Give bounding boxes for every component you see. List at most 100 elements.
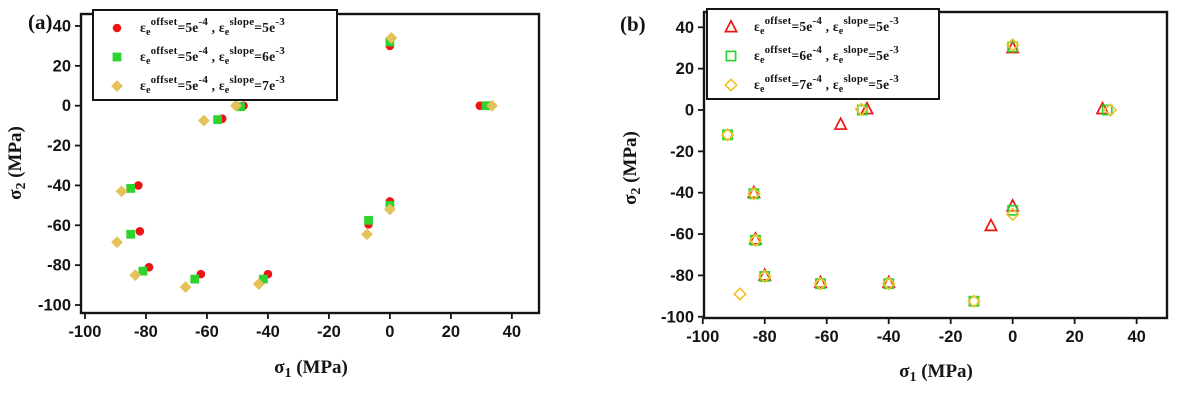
marker-diamond (813, 276, 828, 291)
legend-marker-square (112, 52, 122, 61)
legend-entry-text: εeoffset=7e-4 , εeslope=5e-3 (754, 72, 899, 95)
x-tick-label: -80 (753, 328, 777, 346)
legend-entry-text: εeoffset=5e-4 , εeslope=5e-3 (754, 14, 899, 37)
x-tick-label: -60 (815, 328, 839, 346)
marker-diamond (748, 233, 763, 248)
marker-diamond (383, 203, 396, 216)
x-tick-label: -20 (939, 328, 963, 346)
x-tick-label: 20 (1065, 328, 1083, 346)
legend-marker-circle (112, 23, 122, 32)
marker-square (1007, 204, 1019, 216)
marker-square (126, 229, 136, 239)
legend-item: εeoffset=5e-4 , εeslope=7e-3 (102, 71, 332, 100)
x-tick-label: 40 (503, 323, 521, 341)
marker-square (138, 266, 148, 276)
marker-square (1101, 104, 1113, 116)
series-diamond (720, 37, 1118, 309)
x-tick-label: -40 (256, 323, 280, 341)
legend-entry-text: εeoffset=5e-4 , εeslope=5e-3 (140, 15, 285, 38)
marker-diamond (720, 127, 735, 142)
legend-entry-text: εeoffset=5e-4 , εeslope=6e-3 (140, 44, 285, 67)
marker-diamond (1103, 103, 1118, 117)
marker-circle (112, 23, 122, 32)
marker-diamond (252, 278, 265, 290)
series-diamond (111, 32, 498, 293)
y-axis-title: σ2 (MPa) (5, 126, 29, 200)
y-tick-label: -20 (47, 137, 71, 155)
y-tick-label: -60 (670, 226, 694, 244)
marker-circle (134, 181, 143, 190)
marker-square (258, 274, 268, 284)
panel-label: (a) (28, 10, 53, 34)
x-tick-label: 20 (442, 323, 460, 341)
legend-item: εeoffset=5e-4 , εeslope=5e-3 (102, 13, 332, 42)
marker-diamond (361, 228, 373, 241)
y-tick-label: -100 (661, 308, 694, 326)
marker-square (126, 184, 136, 193)
marker-diamond (111, 236, 123, 249)
panel-b: -100 -80 -60 -40 -20 0 20 40 40 20 0 -20 -40 -60 -80 -1… (620, 10, 1169, 385)
legend-entry-text: εeoffset=5e-4 , εeslope=7e-3 (140, 73, 285, 96)
legend-entry-text: εeoffset=6e-4 , εeslope=5e-3 (754, 43, 899, 66)
x-tick-label: -20 (317, 323, 341, 341)
marker-square (725, 50, 737, 61)
y-tick-label: -20 (670, 143, 694, 161)
legend-item: εeoffset=7e-4 , εeslope=5e-3 (716, 70, 934, 99)
panel-a: -100 -80 -60 -40 -20 0 20 40 40 20 0 -20 -40 -60 -80 -1… (5, 10, 541, 381)
y-tick-label: -100 (38, 297, 71, 315)
marker-diamond (179, 281, 192, 293)
marker-circle (135, 226, 145, 236)
marker-square (481, 101, 491, 111)
y-tick-label: -40 (670, 184, 694, 202)
marker-square (190, 274, 200, 284)
marker-triangle (983, 217, 998, 232)
marker-diamond (115, 185, 128, 198)
legend-item: εeoffset=6e-4 , εeslope=5e-3 (716, 41, 934, 70)
marker-diamond (854, 102, 869, 117)
marker-square (213, 115, 223, 125)
marker-diamond (967, 294, 981, 309)
marker-diamond (733, 287, 747, 301)
x-tick-label: 40 (1127, 328, 1145, 346)
legend-marker-diamond (111, 79, 123, 92)
marker-diamond (486, 99, 498, 112)
x-axis-title: σ1 (MPa) (274, 357, 348, 381)
y-tick-label: -80 (47, 257, 71, 275)
legend-marker-diamond (724, 77, 738, 92)
legend-panel-b: εeoffset=5e-4 , εeslope=5e-3 εeoffset=6e-… (706, 8, 940, 100)
y-axis-title: σ2 (MPa) (620, 131, 644, 205)
legend-marker-square (725, 50, 737, 61)
marker-diamond (385, 32, 398, 44)
y-tick-label: 40 (53, 17, 71, 35)
panel-label: (b) (620, 12, 646, 36)
marker-diamond (129, 269, 142, 282)
y-tick-label: -40 (47, 177, 71, 195)
marker-diamond (746, 186, 761, 201)
marker-square (364, 215, 373, 225)
x-tick-label: -60 (195, 323, 219, 341)
y-tick-label: 20 (676, 60, 694, 78)
marker-triangle (724, 18, 738, 32)
legend-marker-triangle (724, 18, 738, 32)
marker-diamond (111, 79, 123, 92)
y-tick-label: 0 (62, 97, 71, 115)
marker-diamond (1005, 37, 1020, 52)
marker-diamond (1005, 207, 1020, 222)
y-tick-label: -80 (670, 267, 694, 285)
y-tick-label: -60 (47, 217, 71, 235)
marker-diamond (724, 77, 738, 92)
y-tick-label: 20 (53, 57, 71, 75)
x-tick-label: -100 (686, 328, 719, 346)
marker-diamond (881, 276, 896, 291)
legend-panel-a: εeoffset=5e-4 , εeslope=5e-3 εeoffset=5e-… (92, 9, 338, 101)
marker-diamond (230, 99, 242, 112)
y-tick-label: 0 (685, 102, 694, 120)
x-tick-label: 0 (1008, 328, 1017, 346)
marker-square (112, 52, 122, 61)
legend-item: εeoffset=5e-4 , εeslope=5e-3 (716, 12, 934, 41)
legend-item: εeoffset=5e-4 , εeslope=6e-3 (102, 42, 332, 71)
x-tick-label: -80 (134, 323, 158, 341)
marker-diamond (197, 114, 210, 127)
